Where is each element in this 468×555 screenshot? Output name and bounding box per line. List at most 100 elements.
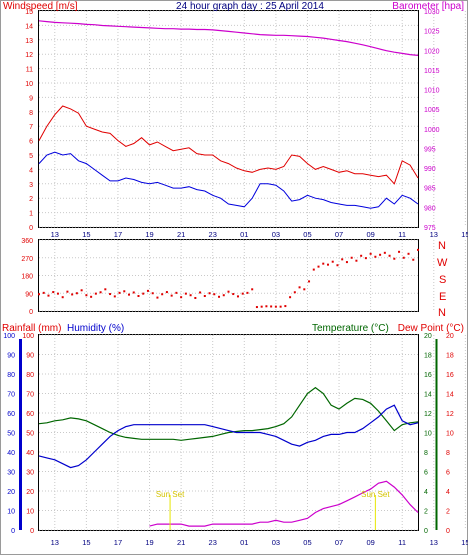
wind-direction-point bbox=[236, 295, 239, 298]
wind-direction-point bbox=[218, 295, 221, 298]
wind-direction-point bbox=[71, 293, 74, 296]
wind-direction-point bbox=[47, 294, 50, 297]
time-axis-labels: 13 13 15 15 17 17 19 19 21 21 23 23 01 01 03 03 05 05 07 07… bbox=[51, 230, 468, 547]
temperature-tick-label: 16 bbox=[424, 372, 432, 379]
time-tick-label-upper: 01 bbox=[240, 230, 248, 239]
compass-s: S bbox=[439, 274, 446, 286]
windspeed-tick-label: 13 bbox=[25, 38, 33, 45]
time-tick-label-lower: 07 bbox=[335, 538, 343, 547]
windspeed-tick-label: 5 bbox=[29, 153, 33, 160]
wind-direction-point bbox=[360, 254, 363, 257]
wind-panel-frame bbox=[38, 10, 419, 228]
time-tick-label-lower: 23 bbox=[209, 538, 217, 547]
rainfall-tick-label: 0 bbox=[30, 528, 34, 535]
time-tick-label-upper: 21 bbox=[177, 230, 185, 239]
wind-direction-point bbox=[66, 290, 69, 293]
sunset-markers: Sun Set Sun Set bbox=[156, 490, 390, 530]
compass-n-top: N bbox=[438, 240, 446, 252]
temperature-tick-label: 6 bbox=[424, 470, 428, 477]
wind-direction-point bbox=[128, 293, 131, 296]
time-tick-label-upper: 15 bbox=[461, 230, 468, 239]
windspeed-tick-label: 1 bbox=[29, 211, 33, 218]
wind-direction-point bbox=[38, 293, 40, 296]
windspeed-tick-label: 6 bbox=[29, 139, 33, 146]
direction-tick-label: 180 bbox=[21, 274, 33, 281]
windspeed-tick-label: 4 bbox=[29, 167, 33, 174]
windspeed-tick-label: 7 bbox=[29, 124, 33, 131]
wind-direction-point bbox=[293, 291, 296, 294]
dewpoint-tick-label: 2 bbox=[446, 509, 450, 516]
windspeed-tick-label: 3 bbox=[29, 182, 33, 189]
temperature-tick-label: 4 bbox=[424, 489, 428, 496]
barometer-tick-label: 995 bbox=[424, 146, 436, 153]
wind-direction-point bbox=[345, 261, 348, 264]
time-tick-label-lower: 05 bbox=[303, 538, 311, 547]
wind-direction-point bbox=[99, 291, 102, 294]
wind-direction-point bbox=[246, 291, 249, 294]
time-tick-label-lower: 13 bbox=[51, 538, 59, 547]
wind-direction-point bbox=[175, 291, 178, 294]
time-tick-label-upper: 15 bbox=[82, 230, 90, 239]
windspeed-tick-label: 8 bbox=[29, 110, 33, 117]
windspeed-tick-label: 15 bbox=[25, 9, 33, 16]
wind-direction-point bbox=[393, 257, 396, 260]
compass-e: E bbox=[439, 291, 446, 303]
humidity-axis-label: Humidity (%) bbox=[67, 323, 124, 334]
windspeed-tick-label: 14 bbox=[25, 23, 33, 30]
time-tick-label-lower: 21 bbox=[177, 538, 185, 547]
barometer-tick-label: 1025 bbox=[424, 29, 440, 36]
temperature-tick-label: 14 bbox=[424, 392, 432, 399]
compass-w: W bbox=[437, 257, 448, 269]
chart-title: 24 hour graph day : 25 April 2014 bbox=[176, 1, 324, 12]
wind-direction-point bbox=[336, 264, 339, 267]
time-tick-label-upper: 09 bbox=[366, 230, 374, 239]
wind-direction-point bbox=[355, 259, 358, 262]
wind-direction-point bbox=[388, 254, 391, 257]
compass-n-bottom: N bbox=[438, 307, 446, 319]
wind-direction-point bbox=[151, 292, 154, 295]
time-tick-label-upper: 17 bbox=[114, 230, 122, 239]
wind-direction-point bbox=[274, 305, 277, 308]
wind-direction-point bbox=[137, 295, 140, 298]
grid-lines bbox=[39, 10, 466, 531]
wind-direction-point bbox=[109, 293, 112, 296]
direction-tick-label: 0 bbox=[29, 309, 33, 316]
barometer-tick-label: 990 bbox=[424, 166, 436, 173]
temperature-tick-label: 20 bbox=[424, 333, 432, 340]
temperature-tick-label: 0 bbox=[424, 528, 428, 535]
wind-direction-point bbox=[85, 294, 88, 297]
barometer-tick-label: 1030 bbox=[424, 9, 440, 16]
wind-direction-point bbox=[61, 296, 64, 299]
rainfall-tick-label: 80 bbox=[26, 372, 34, 379]
dewpoint-tick-label: 6 bbox=[446, 470, 450, 477]
direction-tick-label: 90 bbox=[25, 291, 33, 298]
wind-direction-point bbox=[289, 296, 292, 299]
wind-direction-point bbox=[374, 255, 377, 258]
windspeed-tick-label: 0 bbox=[29, 225, 33, 232]
temperature-tick-label: 10 bbox=[424, 431, 432, 438]
wind-direction-point bbox=[142, 292, 145, 295]
axis-ticks: 0123456789101112131415975980985990995100… bbox=[3, 9, 454, 535]
windspeed-axis-label: Windspeed [m/s] bbox=[3, 1, 78, 12]
barometer-tick-label: 985 bbox=[424, 186, 436, 193]
rainfall-tick-label: 90 bbox=[26, 353, 34, 360]
wind-direction-point bbox=[350, 256, 353, 259]
wind-direction-point bbox=[303, 288, 306, 291]
wind-direction-point bbox=[398, 250, 401, 253]
wind-direction-point bbox=[123, 290, 126, 293]
dewpoint-axis-label: Dew Point (°C) bbox=[398, 323, 464, 334]
dewpoint-tick-label: 14 bbox=[446, 392, 454, 399]
direction-tick-label: 360 bbox=[21, 238, 33, 245]
wind-direction-point bbox=[222, 294, 225, 297]
wind-direction-point bbox=[42, 291, 45, 294]
dewpoint-tick-label: 10 bbox=[446, 431, 454, 438]
wind-direction-point bbox=[341, 258, 344, 261]
wind-direction-point bbox=[255, 306, 258, 309]
wind-direction-point bbox=[118, 291, 121, 294]
rainfall-series-line bbox=[149, 480, 419, 527]
barometer-tick-label: 1010 bbox=[424, 88, 440, 95]
temperature-tick-label: 8 bbox=[424, 450, 428, 457]
wind-direction-point bbox=[184, 292, 187, 295]
series-layer bbox=[38, 20, 419, 527]
